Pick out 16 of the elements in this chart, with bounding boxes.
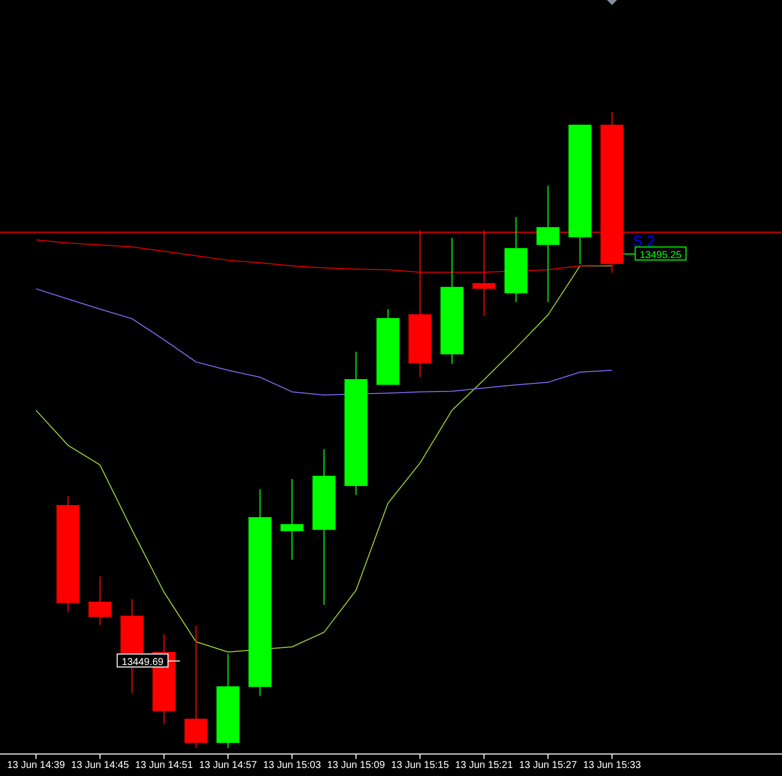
x-tick-label: 13 Jun 15:03 (263, 760, 322, 771)
x-tick-label: 13 Jun 14:57 (199, 760, 258, 771)
ref-line-label: S 2 (632, 233, 656, 250)
annotation: 13449.69 (122, 657, 164, 668)
x-tick-label: 13 Jun 15:27 (519, 760, 578, 771)
x-tick-label: 13 Jun 14:39 (7, 760, 66, 771)
x-tick-label: 13 Jun 15:21 (455, 760, 514, 771)
x-tick-label: 13 Jun 15:09 (327, 760, 386, 771)
x-tick-label: 13 Jun 15:15 (391, 760, 450, 771)
text: 13495.25 (640, 250, 682, 261)
x-tick-label: 13 Jun 14:45 (71, 760, 130, 771)
candlestick (536, 185, 560, 303)
candlestick (280, 478, 304, 560)
x-tick-label: 13 Jun 15:33 (583, 760, 642, 771)
x-tick-label: 13 Jun 14:51 (135, 760, 194, 771)
candlestick (88, 576, 112, 626)
